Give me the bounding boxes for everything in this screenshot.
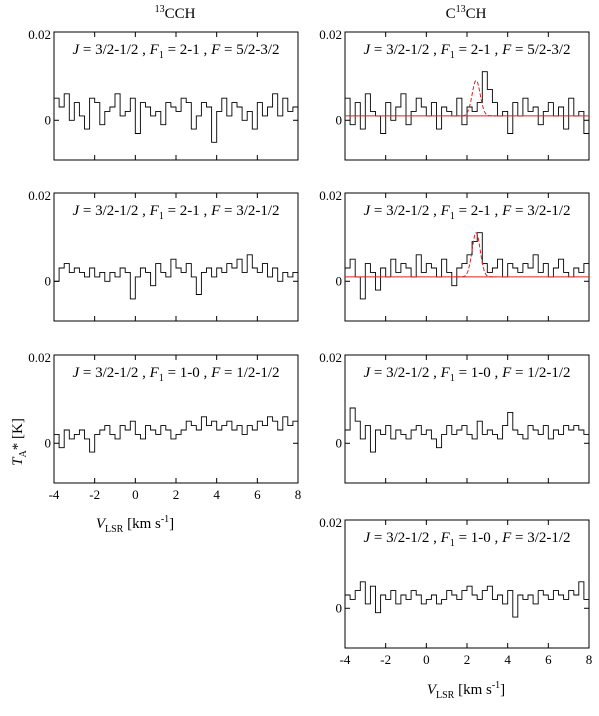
spectrum-panel: 0 0.02 J = 3/2-1/2 , F1 = 2-1 , F = 5/2-3/… — [319, 27, 590, 161]
y-tick-label: 0.02 — [28, 188, 51, 203]
x-tick-label: 0 — [423, 652, 430, 667]
x-tick-label: 4 — [504, 652, 511, 667]
x-axis-label-right-rest: [km s — [454, 682, 492, 698]
y-axis-label: TA* [K] — [10, 418, 29, 466]
y-tick-label: 0.02 — [28, 27, 51, 42]
x-tick-label: 4 — [213, 487, 220, 502]
x-tick-label: -4 — [49, 487, 60, 502]
x-axis-label-right-sup: -1 — [492, 680, 500, 691]
x-tick-label: -2 — [89, 487, 100, 502]
y-tick-label: 0 — [45, 273, 52, 288]
gaussian-fit-curve — [455, 232, 497, 278]
y-tick-label: 0.02 — [28, 350, 51, 365]
y-tick-label: 0.02 — [319, 27, 342, 42]
x-tick-label: 2 — [173, 487, 180, 502]
y-tick-label: 0 — [336, 273, 343, 288]
column-title-right: C13CH — [446, 4, 487, 22]
panel-title: J = 3/2-1/2 , F1 = 1-0 , F = 1/2-1/2 — [72, 365, 279, 384]
x-tick-label: 6 — [545, 652, 552, 667]
y-axis-label-sub: A — [18, 449, 29, 457]
spectrum-line — [345, 407, 589, 453]
panel-title: J = 3/2-1/2 , F1 = 1-0 , F = 3/2-1/2 — [363, 530, 570, 549]
x-tick-label: -2 — [380, 652, 391, 667]
spectrum-panel: 0 0.02 J = 3/2-1/2 , F1 = 2-1 , F = 3/2-1/… — [319, 188, 590, 322]
y-axis-label-main: T — [10, 456, 26, 466]
spectrum-line — [54, 254, 298, 300]
spectrum-panel: 0 0.02 J = 3/2-1/2 , F1 = 2-1 , F = 5/2-3/… — [28, 27, 299, 161]
x-axis-label-left-main: V — [96, 516, 107, 532]
x-axis-label-left-end: ] — [169, 516, 174, 532]
x-tick-label: 6 — [254, 487, 261, 502]
y-tick-label: 0 — [336, 112, 343, 127]
y-tick-label: 0 — [336, 600, 343, 615]
column-title-right-sup: 13 — [456, 4, 466, 15]
panel-title: J = 3/2-1/2 , F1 = 2-1 , F = 5/2-3/2 — [72, 42, 279, 61]
x-tick-label: 2 — [464, 652, 471, 667]
x-axis-label-right-main: V — [427, 682, 438, 698]
x-axis-label-left-sub: LSR — [105, 524, 124, 535]
x-axis-label-left-rest: [km s — [123, 516, 161, 532]
spectrum-line — [345, 232, 589, 300]
x-tick-label: 8 — [586, 652, 593, 667]
y-tick-label: 0.02 — [319, 188, 342, 203]
x-axis-label-right-sub: LSR — [436, 690, 455, 701]
y-axis-label-rest: * [K] — [10, 418, 26, 450]
panel-title: J = 3/2-1/2 , F1 = 1-0 , F = 1/2-1/2 — [363, 365, 570, 384]
y-tick-label: 0.02 — [319, 515, 342, 530]
column-title-left-text: CCH — [165, 6, 196, 22]
y-tick-label: 0 — [45, 112, 52, 127]
spectrum-line — [345, 581, 589, 618]
x-axis-label-right: VLSR [km s-1] — [427, 680, 505, 701]
x-axis-label-right-end: ] — [500, 682, 505, 698]
x-tick-label: 8 — [295, 487, 302, 502]
panels: 0 0.02 J = 3/2-1/2 , F1 = 2-1 , F = 5/2-3/… — [28, 27, 592, 667]
panel-title: J = 3/2-1/2 , F1 = 2-1 , F = 5/2-3/2 — [363, 42, 570, 61]
column-title-left: 13CCH — [155, 4, 196, 22]
y-tick-label: 0 — [45, 435, 52, 450]
column-title-right-text: CH — [466, 6, 487, 22]
x-axis-label-left-sup: -1 — [161, 514, 169, 525]
x-tick-label: -4 — [340, 652, 351, 667]
spectrum-line — [345, 71, 589, 134]
spectrum-panel: 0 0.02 J = 3/2-1/2 , F1 = 1-0 , F = 1/2-1/… — [319, 350, 590, 484]
y-tick-label: 0.02 — [319, 350, 342, 365]
spectrum-panel: 0 0.02 -4 -2 0 2 4 6 8 J = 3/2-1/2 , F1 = 1-0 , F… — [319, 515, 592, 667]
x-axis-label-left: VLSR [km s-1] — [96, 514, 174, 535]
x-tick-label: 0 — [132, 487, 139, 502]
spectrum-line — [54, 416, 298, 453]
y-tick-label: 0 — [336, 435, 343, 450]
panel-title: J = 3/2-1/2 , F1 = 2-1 , F = 3/2-1/2 — [363, 203, 570, 222]
spectrum-panel: 0 0.02 J = 3/2-1/2 , F1 = 2-1 , F = 3/2-1/… — [28, 188, 299, 322]
spectrum-panel: 0 0.02 -4 -2 0 2 4 6 8 J = 3/2-1/2 , F1 = 1-0 , F… — [28, 350, 301, 502]
panel-title: J = 3/2-1/2 , F1 = 2-1 , F = 3/2-1/2 — [72, 203, 279, 222]
gaussian-fit-curve — [455, 80, 497, 117]
column-title-right-pre: C — [446, 6, 456, 22]
spectrum-line — [54, 93, 298, 143]
column-title-left-sup: 13 — [155, 4, 165, 15]
